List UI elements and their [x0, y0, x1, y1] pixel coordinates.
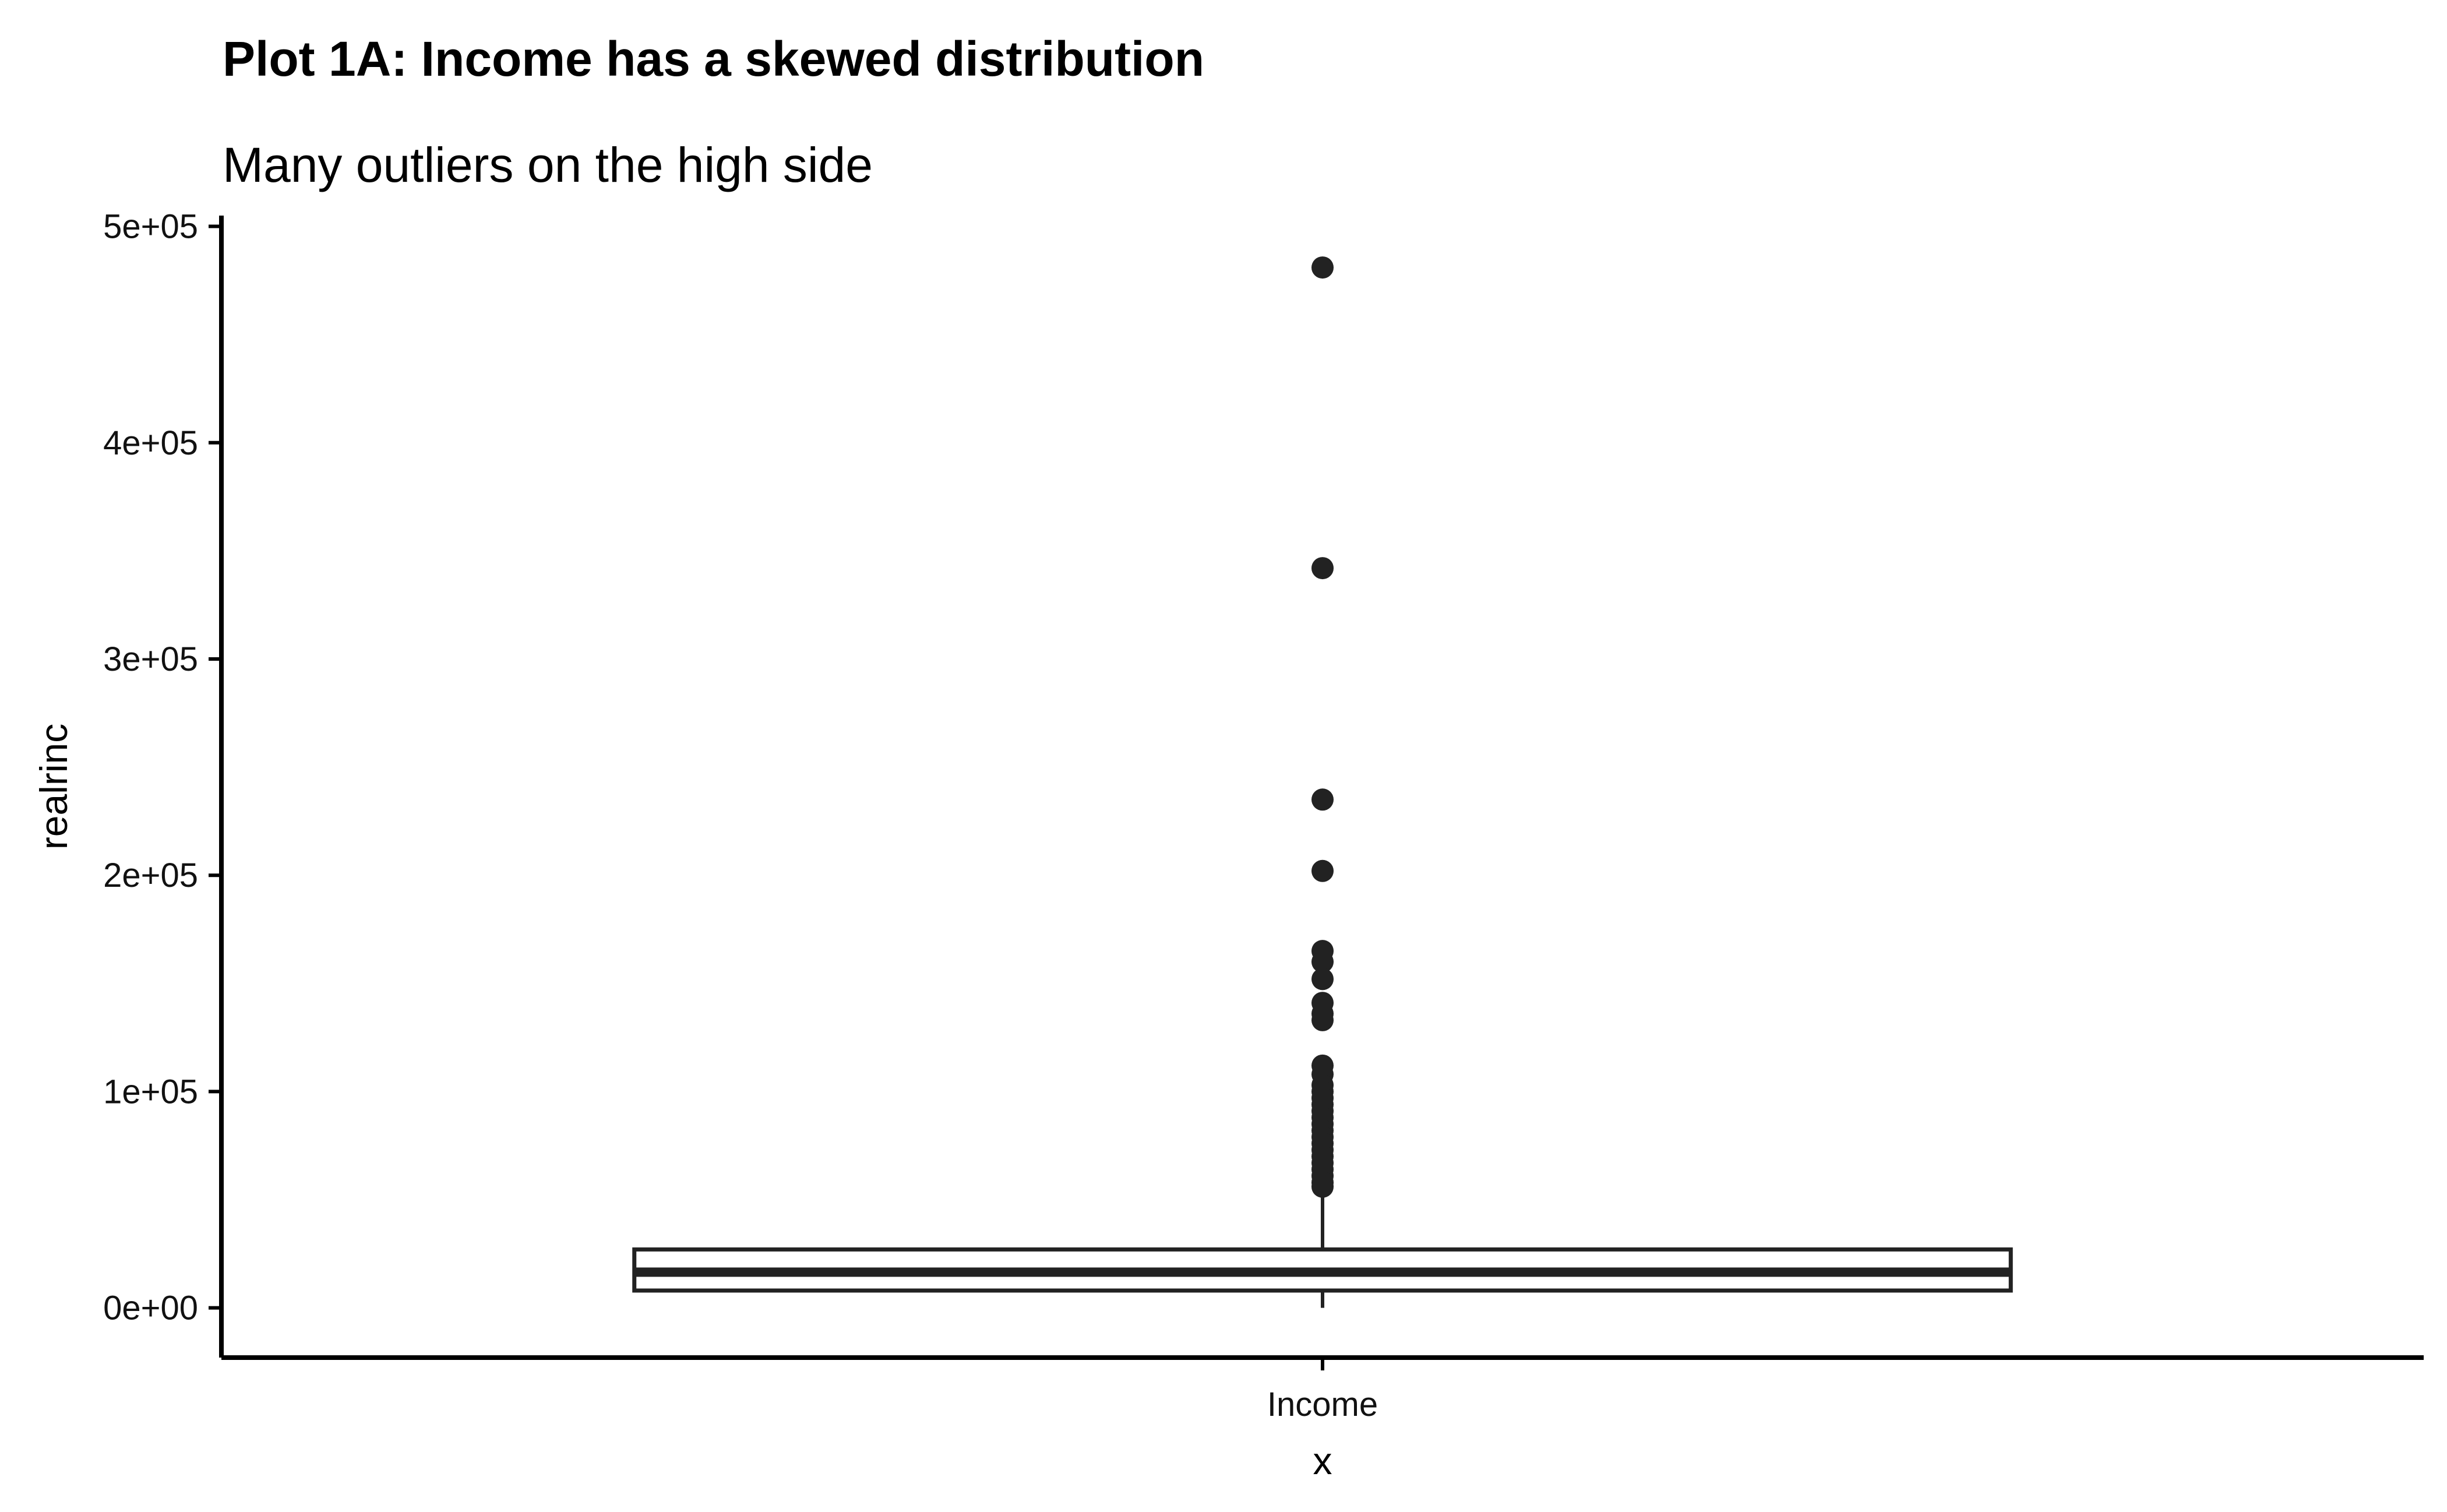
y-tick-label: 1e+05	[103, 1073, 198, 1111]
outlier-point	[1311, 859, 1334, 882]
outlier-point	[1311, 557, 1334, 580]
y-axis: 0e+00 1e+05 2e+05 3e+05 4e+05 5e+05	[103, 208, 224, 1358]
outlier-point	[1311, 256, 1334, 279]
chart-subtitle: Many outliers on the high side	[223, 138, 873, 192]
plot-area	[632, 256, 2013, 1308]
y-axis-title: realrinc	[32, 724, 75, 850]
x-axis-title: x	[1313, 1439, 1332, 1482]
y-tick-label: 4e+05	[103, 424, 198, 462]
outlier-point	[1311, 950, 1334, 973]
chart-title: Plot 1A: Income has a skewed distributio…	[223, 31, 1204, 86]
outlier-point	[1311, 1009, 1334, 1031]
outlier-point	[1311, 1175, 1334, 1198]
y-tick-label: 0e+00	[103, 1289, 198, 1327]
outlier-point	[1311, 968, 1334, 991]
x-tick-label: Income	[1267, 1386, 1378, 1423]
x-axis: Income	[221, 1355, 2424, 1423]
y-tick-label: 2e+05	[103, 857, 198, 894]
y-tick-label: 5e+05	[103, 208, 198, 246]
outlier-point	[1311, 788, 1334, 811]
y-tick-label: 3e+05	[103, 640, 198, 678]
